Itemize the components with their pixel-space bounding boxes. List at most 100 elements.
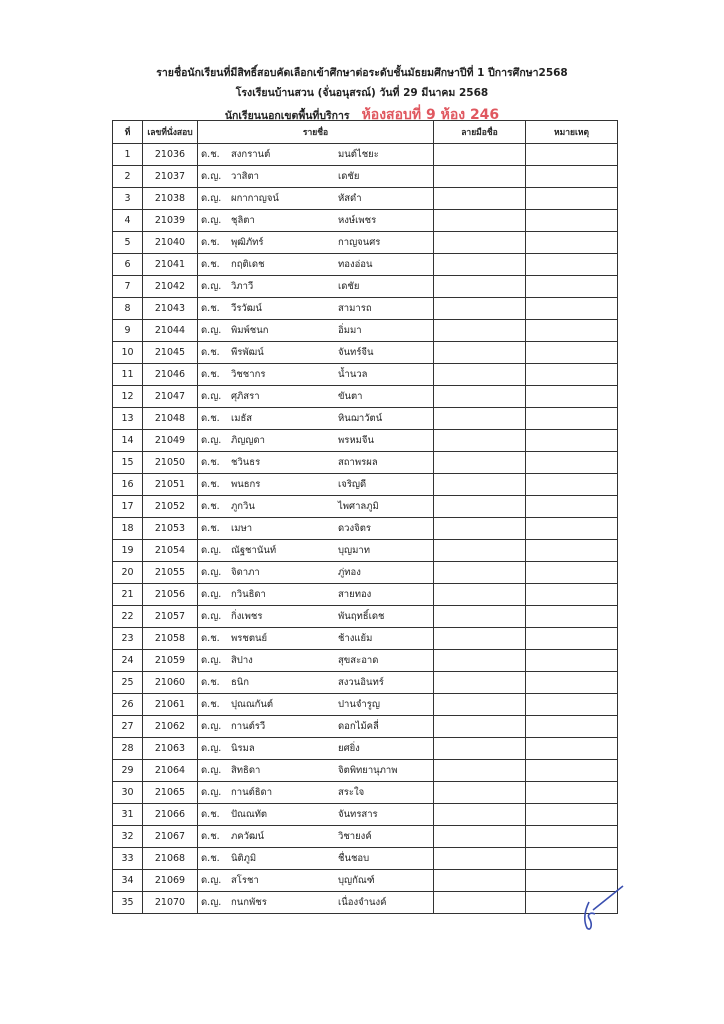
table-row: 18 21053 ด.ช. เมษา ดวงจิตร (112, 517, 618, 540)
last-name: จันทรสาร (338, 809, 378, 820)
remark-cell (525, 627, 618, 650)
last-name: บุญกัณฑ์ (338, 875, 375, 886)
table-row: 25 21060 ด.ช. ธนิก สงวนอินทร์ (112, 671, 618, 694)
table-row: 31 21066 ด.ช. ปัณณทัต จันทรสาร (112, 803, 618, 826)
remark-cell (525, 561, 618, 584)
row-no: 8 (112, 297, 143, 320)
document-title: รายชื่อนักเรียนที่มีสิทธิ์สอบคัดเลือกเข้… (156, 67, 568, 79)
seat-number: 21041 (142, 253, 198, 276)
name-prefix: ด.ช. (201, 479, 220, 490)
school-date-line: โรงเรียนบ้านสวน (จั่นอนุสรณ์) วันที่ 29 … (235, 87, 489, 99)
last-name: ไพศาลภูมิ (338, 501, 379, 512)
signature-cell (433, 363, 526, 386)
name-prefix: ด.ญ. (201, 325, 222, 336)
table-row: 26 21061 ด.ช. ปุณณกันต์ ปานจำรูญ (112, 693, 618, 716)
signature-cell (433, 561, 526, 584)
name-prefix: ด.ญ. (201, 545, 222, 556)
signature-cell (433, 781, 526, 804)
last-name: ช้างแย้ม (338, 633, 373, 644)
signature-cell (433, 209, 526, 232)
last-name: พรหมจีน (338, 435, 374, 446)
seat-number: 21038 (142, 187, 198, 210)
first-name: สงกรานต์ (231, 149, 271, 160)
row-no: 24 (112, 649, 143, 672)
table-row: 10 21045 ด.ช. พีรพัฒน์ จันทร์จีน (112, 341, 618, 364)
name-prefix: ด.ช. (201, 831, 220, 842)
student-name: ด.ช. ภควัฒน์ วิชายงค์ (197, 825, 434, 848)
signature-cell (433, 319, 526, 342)
remark-cell (525, 517, 618, 540)
signature-cell (433, 891, 526, 914)
last-name: สามารถ (338, 303, 372, 314)
table-row: 6 21041 ด.ช. กฤติเดช ทองอ่อน (112, 253, 618, 276)
first-name: สิปาง (231, 655, 253, 666)
row-no: 31 (112, 803, 143, 826)
row-no: 7 (112, 275, 143, 298)
signature-cell (433, 253, 526, 276)
seat-number: 21043 (142, 297, 198, 320)
signature-cell (433, 429, 526, 452)
last-name: สระใจ (338, 787, 365, 798)
remark-cell (525, 297, 618, 320)
col-name: รายชื่อ (197, 120, 434, 144)
col-signature: ลายมือชื่อ (433, 120, 526, 144)
signature-cell (433, 495, 526, 518)
signature-cell (433, 517, 526, 540)
first-name: พิมพ์ชนก (231, 325, 269, 336)
remark-cell (525, 275, 618, 298)
remark-cell (525, 759, 618, 782)
seat-number: 21069 (142, 869, 198, 892)
first-name: นิรมล (231, 743, 255, 754)
remark-cell (525, 253, 618, 276)
name-prefix: ด.ช. (201, 369, 220, 380)
student-table: ที่ เลขที่นั่งสอบ รายชื่อ ลายมือชื่อ หมา… (112, 120, 618, 914)
student-name: ด.ญ. ภิญญดา พรหมจีน (197, 429, 434, 452)
signature-cell (433, 539, 526, 562)
seat-number: 21047 (142, 385, 198, 408)
row-no: 27 (112, 715, 143, 738)
remark-cell (525, 473, 618, 496)
name-prefix: ด.ญ. (201, 875, 222, 886)
table-row: 1 21036 ด.ช. สงกรานต์ มนต์ไชยะ (112, 143, 618, 166)
table-row: 16 21051 ด.ช. พนธกร เจริญดี (112, 473, 618, 496)
name-prefix: ด.ญ. (201, 655, 222, 666)
name-prefix: ด.ช. (201, 523, 220, 534)
name-prefix: ด.ญ. (201, 589, 222, 600)
name-prefix: ด.ช. (201, 633, 220, 644)
row-no: 13 (112, 407, 143, 430)
row-no: 21 (112, 583, 143, 606)
student-name: ด.ช. สงกรานต์ มนต์ไชยะ (197, 143, 434, 166)
row-no: 14 (112, 429, 143, 452)
signature-cell (433, 275, 526, 298)
signature-cell (433, 165, 526, 188)
last-name: สายทอง (338, 589, 372, 600)
signature-cell (433, 385, 526, 408)
last-name: ทองอ่อน (338, 259, 373, 270)
first-name: นิติภูมิ (231, 853, 257, 864)
row-no: 15 (112, 451, 143, 474)
last-name: วิชายงค์ (338, 831, 372, 842)
signature-cell (433, 231, 526, 254)
student-name: ด.ญ. สโรชา บุญกัณฑ์ (197, 869, 434, 892)
signature-cell (433, 803, 526, 826)
name-prefix: ด.ช. (201, 237, 220, 248)
name-prefix: ด.ช. (201, 457, 220, 468)
seat-number: 21051 (142, 473, 198, 496)
row-no: 34 (112, 869, 143, 892)
col-seat: เลขที่นั่งสอบ (142, 120, 198, 144)
table-row: 17 21052 ด.ช. ภูกวิน ไพศาลภูมิ (112, 495, 618, 518)
row-no: 35 (112, 891, 143, 914)
table-row: 4 21039 ด.ญ. ชุลิตา หงษ์เพชร (112, 209, 618, 232)
row-no: 29 (112, 759, 143, 782)
seat-number: 21045 (142, 341, 198, 364)
student-name: ด.ช. นิติภูมิ ชื่นชอบ (197, 847, 434, 870)
first-name: กิ่งเพชร (231, 611, 263, 622)
last-name: พันฤทธิ์เดช (338, 611, 385, 622)
row-no: 1 (112, 143, 143, 166)
last-name: สงวนอินทร์ (338, 677, 384, 688)
row-no: 18 (112, 517, 143, 540)
remark-cell (525, 847, 618, 870)
student-name: ด.ญ. ศุภิสรา ขันตา (197, 385, 434, 408)
student-name: ด.ช. กฤติเดช ทองอ่อน (197, 253, 434, 276)
table-row: 20 21055 ด.ญ. จิดาภา ภู่ทอง (112, 561, 618, 584)
